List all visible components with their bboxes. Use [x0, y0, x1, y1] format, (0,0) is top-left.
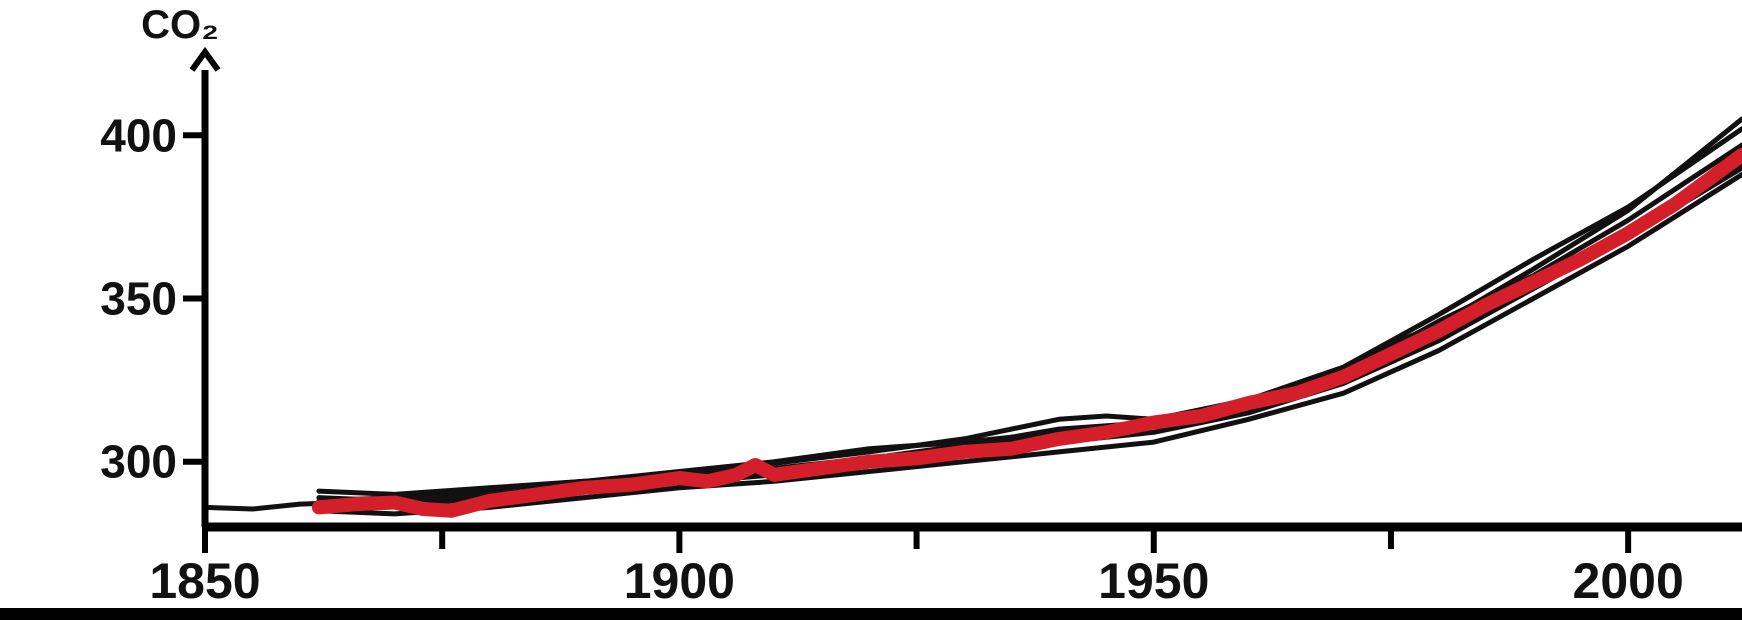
ensemble-series-line-4: [316, 172, 1742, 517]
y-tick-label-400: 400: [100, 109, 177, 161]
x-tick-label-1850: 1850: [149, 553, 260, 609]
x-tick-label-1950: 1950: [1098, 553, 1209, 609]
y-tick-label-350: 350: [100, 273, 177, 325]
x-tick-label-1900: 1900: [624, 553, 735, 609]
highlight-series-line: [311, 147, 1742, 518]
y-axis-label: CO₂: [141, 3, 219, 47]
bottom-border: [0, 608, 1742, 620]
y-axis-arrow-icon: [189, 46, 221, 72]
x-tick-label-2000: 2000: [1573, 553, 1684, 609]
series-layer: [202, 116, 1742, 518]
ticks-layer: 300 350 400 1850 1900 1950 2000: [100, 109, 1684, 609]
y-tick-label-300: 300: [100, 436, 177, 488]
